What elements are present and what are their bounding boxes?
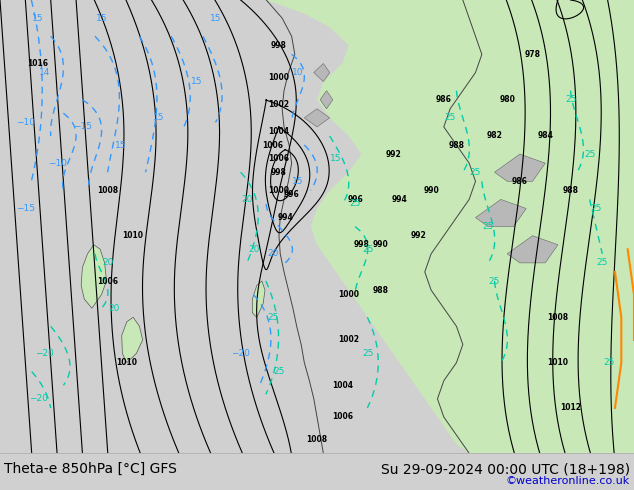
Polygon shape bbox=[266, 0, 634, 453]
Text: 1000: 1000 bbox=[338, 290, 359, 299]
Text: 25: 25 bbox=[349, 199, 361, 208]
Polygon shape bbox=[122, 318, 143, 363]
Polygon shape bbox=[314, 64, 330, 82]
Text: 1008: 1008 bbox=[547, 313, 569, 322]
Text: −20: −20 bbox=[231, 349, 250, 358]
Text: 980: 980 bbox=[499, 95, 515, 104]
Text: 1016: 1016 bbox=[27, 59, 49, 68]
Text: 1010: 1010 bbox=[116, 358, 138, 367]
Text: 998: 998 bbox=[353, 240, 370, 249]
Text: 1008: 1008 bbox=[97, 186, 119, 195]
Text: 978: 978 bbox=[524, 50, 541, 59]
Text: 10: 10 bbox=[292, 68, 304, 77]
Text: 990: 990 bbox=[373, 240, 388, 249]
Text: −10: −10 bbox=[48, 159, 67, 168]
Text: 15: 15 bbox=[210, 14, 221, 23]
Text: 994: 994 bbox=[278, 213, 293, 222]
Text: 990: 990 bbox=[424, 186, 439, 195]
Text: 25: 25 bbox=[362, 349, 373, 358]
Text: 996: 996 bbox=[347, 195, 363, 204]
Text: 994: 994 bbox=[392, 195, 407, 204]
Text: 14: 14 bbox=[39, 68, 50, 77]
Text: 25: 25 bbox=[444, 113, 456, 122]
Text: 1008: 1008 bbox=[306, 435, 328, 444]
Text: 15: 15 bbox=[191, 77, 202, 86]
Text: 1002: 1002 bbox=[338, 336, 359, 344]
Text: −20: −20 bbox=[29, 394, 48, 403]
Text: 1000: 1000 bbox=[268, 186, 290, 195]
Text: −20: −20 bbox=[35, 349, 54, 358]
Text: 992: 992 bbox=[385, 149, 401, 159]
Text: 25: 25 bbox=[565, 95, 576, 104]
Text: 15: 15 bbox=[32, 14, 44, 23]
Text: 20: 20 bbox=[102, 258, 113, 268]
Text: 20: 20 bbox=[242, 195, 253, 204]
Text: Su 29-09-2024 00:00 UTC (18+198): Su 29-09-2024 00:00 UTC (18+198) bbox=[381, 462, 630, 476]
Text: 25: 25 bbox=[470, 168, 481, 177]
Text: 25: 25 bbox=[482, 222, 494, 231]
Text: 988: 988 bbox=[562, 186, 579, 195]
Text: 15: 15 bbox=[153, 113, 164, 122]
Text: −15: −15 bbox=[16, 204, 35, 213]
Text: 1002: 1002 bbox=[268, 100, 290, 109]
Text: 998: 998 bbox=[271, 41, 287, 50]
Text: 25: 25 bbox=[362, 245, 373, 254]
Polygon shape bbox=[320, 91, 333, 109]
Text: 25: 25 bbox=[603, 358, 614, 367]
Text: 1006: 1006 bbox=[332, 413, 353, 421]
Text: 986: 986 bbox=[512, 177, 528, 186]
Text: 25: 25 bbox=[590, 204, 602, 213]
Text: 988: 988 bbox=[372, 286, 389, 294]
Text: 1010: 1010 bbox=[122, 231, 144, 240]
Text: 986: 986 bbox=[436, 95, 452, 104]
Text: 25: 25 bbox=[489, 276, 500, 286]
Text: 998: 998 bbox=[271, 168, 287, 177]
Polygon shape bbox=[507, 236, 558, 263]
Text: 984: 984 bbox=[537, 131, 553, 141]
Text: 15: 15 bbox=[330, 154, 342, 163]
Text: 25: 25 bbox=[267, 313, 278, 322]
Text: Theta-e 850hPa [°C] GFS: Theta-e 850hPa [°C] GFS bbox=[4, 462, 177, 476]
Text: 25: 25 bbox=[273, 367, 285, 376]
Text: 982: 982 bbox=[486, 131, 503, 141]
Text: 15: 15 bbox=[115, 141, 126, 149]
Polygon shape bbox=[81, 245, 107, 308]
Text: 988: 988 bbox=[448, 141, 465, 149]
Text: 15: 15 bbox=[292, 177, 304, 186]
Text: 15: 15 bbox=[96, 14, 107, 23]
Text: 20: 20 bbox=[267, 249, 278, 258]
Text: 1000: 1000 bbox=[268, 73, 290, 81]
Text: −15: −15 bbox=[73, 122, 92, 131]
Text: ©weatheronline.co.uk: ©weatheronline.co.uk bbox=[506, 476, 630, 486]
Text: 1010: 1010 bbox=[547, 358, 569, 367]
Text: 1006: 1006 bbox=[97, 276, 119, 286]
Text: 992: 992 bbox=[411, 231, 426, 240]
Polygon shape bbox=[252, 281, 265, 318]
Text: 20: 20 bbox=[108, 304, 120, 313]
Polygon shape bbox=[495, 154, 545, 181]
Text: 1006: 1006 bbox=[268, 154, 290, 163]
Text: 1004: 1004 bbox=[268, 127, 290, 136]
Text: 1012: 1012 bbox=[560, 403, 581, 413]
Text: 20: 20 bbox=[248, 245, 259, 254]
Text: −10: −10 bbox=[16, 118, 35, 127]
Text: 1006: 1006 bbox=[262, 141, 283, 149]
Text: 25: 25 bbox=[584, 149, 595, 159]
Polygon shape bbox=[304, 109, 330, 127]
Text: 1004: 1004 bbox=[332, 381, 353, 390]
Text: 25: 25 bbox=[597, 258, 608, 268]
Polygon shape bbox=[476, 199, 526, 226]
Text: 996: 996 bbox=[284, 191, 299, 199]
